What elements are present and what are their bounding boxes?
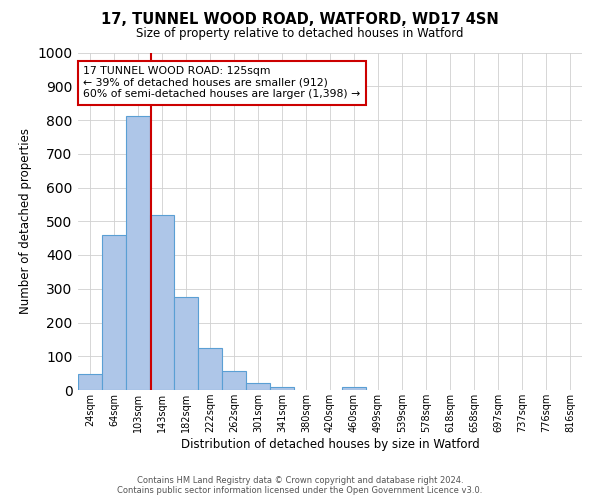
Text: Contains HM Land Registry data © Crown copyright and database right 2024.
Contai: Contains HM Land Registry data © Crown c…	[118, 476, 482, 495]
Bar	[270, 386, 294, 390]
Bar	[102, 235, 126, 390]
Bar	[246, 382, 270, 390]
Bar	[342, 388, 366, 390]
Text: Size of property relative to detached houses in Watford: Size of property relative to detached ho…	[136, 28, 464, 40]
Bar	[126, 116, 150, 390]
Text: 17, TUNNEL WOOD ROAD, WATFORD, WD17 4SN: 17, TUNNEL WOOD ROAD, WATFORD, WD17 4SN	[101, 12, 499, 28]
Bar	[198, 348, 222, 390]
Y-axis label: Number of detached properties: Number of detached properties	[19, 128, 32, 314]
Text: 17 TUNNEL WOOD ROAD: 125sqm
← 39% of detached houses are smaller (912)
60% of se: 17 TUNNEL WOOD ROAD: 125sqm ← 39% of det…	[83, 66, 360, 99]
Bar	[222, 371, 246, 390]
Bar	[174, 297, 198, 390]
Bar	[78, 374, 102, 390]
Bar	[150, 214, 174, 390]
X-axis label: Distribution of detached houses by size in Watford: Distribution of detached houses by size …	[181, 438, 479, 451]
